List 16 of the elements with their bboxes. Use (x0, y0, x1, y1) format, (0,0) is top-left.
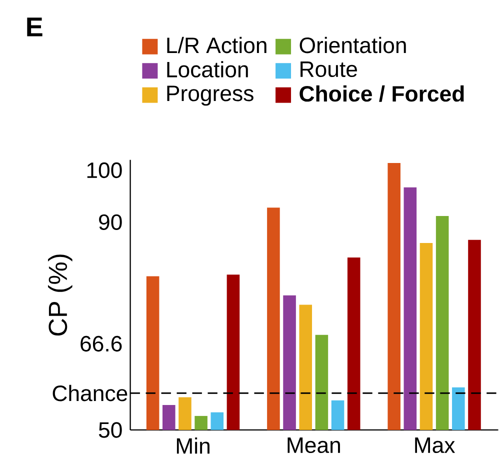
legend-label: Choice / Forced (300, 85, 464, 102)
x-tick-label: Mean (288, 438, 340, 454)
legend-label: Location (167, 61, 248, 78)
y-tick-label: 50 (98, 422, 122, 438)
legend-label: L/R Action (167, 36, 266, 54)
legend-label: Route (300, 62, 357, 78)
y-tick-label: 90 (99, 214, 122, 230)
x-tick-label: Max (415, 438, 456, 454)
legend-label: Progress (167, 86, 254, 106)
chart-title: E (27, 18, 42, 36)
ref-line-label: Chance (52, 384, 128, 402)
y-tick-label: 100 (87, 162, 122, 178)
y-axis-title: CP (%) (48, 254, 72, 336)
y-tick-label: 66.6 (80, 336, 122, 352)
x-tick-label: Min (176, 438, 210, 454)
legend-label: Orientation (300, 36, 406, 54)
